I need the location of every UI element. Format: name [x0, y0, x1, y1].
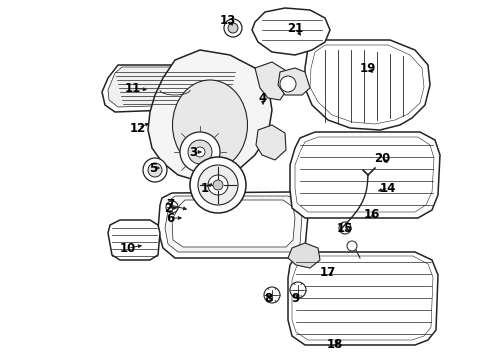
Circle shape	[198, 165, 238, 205]
Text: 12: 12	[130, 122, 146, 135]
Circle shape	[264, 287, 280, 303]
Polygon shape	[172, 200, 295, 247]
Text: 21: 21	[287, 22, 303, 35]
Text: 19: 19	[360, 62, 376, 75]
Polygon shape	[256, 125, 286, 160]
Text: 1: 1	[201, 181, 209, 194]
Circle shape	[180, 132, 220, 172]
Polygon shape	[252, 8, 330, 55]
Circle shape	[280, 76, 296, 92]
Ellipse shape	[172, 80, 247, 170]
Polygon shape	[108, 67, 239, 107]
Text: 2: 2	[164, 202, 172, 215]
Text: 11: 11	[125, 81, 141, 94]
Text: 6: 6	[166, 211, 174, 225]
Polygon shape	[148, 50, 272, 180]
Polygon shape	[158, 192, 308, 258]
Circle shape	[148, 163, 162, 177]
Text: 7: 7	[166, 198, 174, 211]
Text: 10: 10	[120, 242, 136, 255]
Circle shape	[290, 282, 306, 298]
Text: 16: 16	[364, 208, 380, 221]
Polygon shape	[288, 243, 320, 268]
Polygon shape	[278, 68, 310, 95]
Circle shape	[190, 157, 246, 213]
Polygon shape	[255, 62, 288, 100]
Text: 8: 8	[264, 292, 272, 305]
Circle shape	[347, 241, 357, 251]
Circle shape	[224, 19, 242, 37]
Circle shape	[339, 222, 351, 234]
Circle shape	[166, 201, 178, 213]
Circle shape	[188, 140, 212, 164]
Text: 4: 4	[259, 91, 267, 104]
Text: 20: 20	[374, 152, 390, 165]
Circle shape	[228, 23, 238, 33]
Circle shape	[213, 180, 223, 190]
Text: 14: 14	[380, 181, 396, 194]
Polygon shape	[290, 132, 440, 218]
Circle shape	[208, 175, 228, 195]
Text: 15: 15	[337, 221, 353, 234]
Text: 17: 17	[320, 266, 336, 279]
Text: 18: 18	[327, 338, 343, 351]
Circle shape	[143, 158, 167, 182]
Polygon shape	[108, 220, 160, 260]
Polygon shape	[165, 196, 302, 252]
Text: 9: 9	[291, 292, 299, 305]
Polygon shape	[305, 40, 430, 130]
Text: 3: 3	[189, 145, 197, 158]
Polygon shape	[102, 65, 242, 112]
Text: 5: 5	[149, 162, 157, 175]
Circle shape	[195, 147, 205, 157]
Polygon shape	[288, 252, 438, 345]
Text: 13: 13	[220, 13, 236, 27]
